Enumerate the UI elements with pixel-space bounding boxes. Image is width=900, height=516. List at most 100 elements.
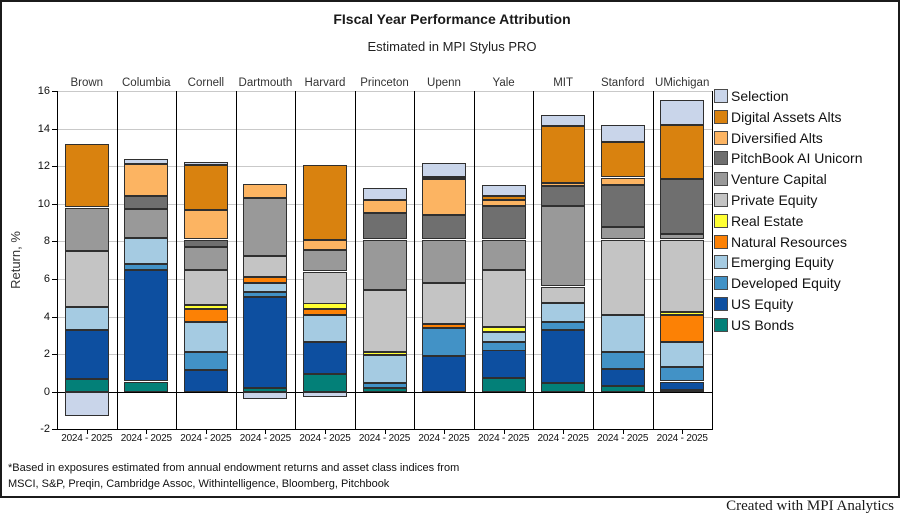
bar-segment-developed_equity-stanford: [600, 352, 645, 370]
legend-item-developed_equity: Developed Equity: [714, 273, 841, 293]
legend-swatch-natural_resources: [714, 234, 728, 249]
bar-segment-natural_resources-upenn: [422, 324, 466, 328]
bar-segment-developed_equity-cornell: [183, 352, 228, 371]
legend-label-selection: Selection: [731, 88, 789, 104]
x-tick-label-brown: 2024 - 2025: [61, 433, 113, 445]
x-tick-stanford: [622, 429, 624, 435]
x-tick-label-columbia: 2024 - 2025: [120, 433, 172, 445]
bar-segment-us_equity-harvard: [303, 342, 347, 374]
bar-segment-selection-columbia: [124, 158, 169, 165]
bar-segment-venture_capital-dartmouth: [243, 198, 288, 257]
bar-segment-venture_capital-umichigan: [660, 233, 705, 240]
legend-swatch-real_estate: [714, 213, 728, 228]
gridline-16: [57, 91, 712, 92]
column-label-stanford: Stanford: [600, 77, 645, 89]
x-tick-mit: [563, 429, 565, 435]
bar-segment-diversified_alts-dartmouth: [243, 184, 288, 199]
bar-segment-us_bonds-mit: [541, 383, 586, 392]
y-tick-label-6: 6: [43, 273, 50, 285]
panel-separator-8: [533, 91, 535, 430]
bar-segment-emerging_equity-dartmouth: [243, 282, 288, 293]
column-label-princeton: Princeton: [360, 77, 409, 89]
legend-swatch-us_bonds: [714, 317, 728, 332]
legend-swatch-developed_equity: [714, 276, 728, 291]
bar-segment-digital_assets_alts-harvard: [303, 165, 347, 240]
bar-segment-selection-upenn: [422, 163, 466, 177]
zero-line: [57, 391, 712, 393]
y-tick-label-16: 16: [37, 85, 50, 97]
x-tick-princeton: [384, 429, 386, 435]
bar-segment-pitchbook_ai_unicorn-yale: [481, 205, 526, 240]
bar-segment-us_equity-mit: [541, 329, 586, 384]
bar-segment-pitchbook_ai_unicorn-umichigan: [660, 179, 705, 234]
bar-segment-natural_resources-cornell: [183, 309, 228, 323]
y-tick-6: [52, 279, 57, 280]
bar-segment-us_bonds-princeton: [362, 388, 407, 392]
y-axis-line: [57, 91, 58, 430]
y-tick-label-14: 14: [37, 122, 50, 135]
column-label-mit: MIT: [553, 77, 573, 89]
bar-segment-developed_equity-dartmouth: [243, 292, 288, 297]
column-label-dartmouth: Dartmouth: [238, 77, 293, 89]
bar-segment-pitchbook_ai_unicorn-cornell: [183, 239, 228, 247]
bar-segment-us_equity-columbia: [124, 269, 169, 382]
column-label-cornell: Cornell: [187, 77, 225, 89]
bar-segment-developed_equity-umichigan: [660, 367, 705, 382]
bar-segment-us_bonds-stanford: [600, 386, 645, 392]
bar-segment-selection-brown: [64, 391, 109, 417]
bar-segment-emerging_equity-brown: [64, 307, 109, 330]
bar-segment-pitchbook_ai_unicorn-mit: [541, 185, 586, 206]
bar-segment-developed_equity-mit: [541, 322, 586, 330]
bar-segment-us_bonds-harvard: [303, 373, 347, 392]
bar-segment-us_equity-dartmouth: [243, 296, 288, 389]
footnote-line-1: *Based in exposures estimated from annua…: [8, 462, 460, 474]
legend-swatch-digital_assets_alts: [714, 109, 728, 124]
bar-segment-emerging_equity-umichigan: [660, 342, 705, 368]
bar-segment-selection-dartmouth: [243, 391, 288, 400]
bar-segment-pitchbook_ai_unicorn-stanford: [600, 185, 645, 228]
legend-item-private_equity: Private Equity: [714, 190, 817, 210]
bar-segment-digital_assets_alts-brown: [64, 143, 109, 208]
y-tick-0: [52, 391, 57, 393]
bar-segment-natural_resources-umichigan: [660, 314, 705, 342]
gridline-12: [57, 166, 712, 168]
x-tick-label-stanford: 2024 - 2025: [597, 433, 649, 445]
panel-separator-1: [116, 91, 118, 430]
column-label-brown: Brown: [70, 77, 104, 89]
x-tick-label-yale: 2024 - 2025: [478, 433, 530, 445]
x-tick-yale: [503, 429, 505, 435]
legend-item-emerging_equity: Emerging Equity: [714, 252, 834, 272]
panel-separator-2: [176, 91, 178, 430]
column-label-columbia: Columbia: [122, 77, 171, 89]
bar-segment-private_equity-dartmouth: [243, 256, 288, 278]
bar-segment-selection-umichigan: [660, 100, 705, 125]
x-tick-dartmouth: [265, 429, 267, 435]
bar-segment-us_equity-stanford: [600, 369, 645, 387]
y-tick-label-0: 0: [43, 385, 50, 398]
panel-separator-10: [652, 91, 654, 430]
legend-swatch-emerging_equity: [714, 255, 728, 270]
legend-item-selection: Selection: [714, 86, 789, 106]
y-tick-12: [52, 166, 57, 168]
bar-segment-private_equity-stanford: [600, 239, 645, 315]
legend-item-venture_capital: Venture Capital: [714, 169, 827, 189]
bar-segment-natural_resources-dartmouth: [243, 277, 288, 283]
y-tick-4: [52, 316, 57, 318]
legend-swatch-venture_capital: [714, 172, 728, 187]
bar-segment-diversified_alts-yale: [481, 200, 526, 206]
legend-swatch-pitchbook_ai_unicorn: [714, 151, 728, 166]
bar-segment-diversified_alts-stanford: [600, 177, 645, 185]
bar-segment-emerging_equity-harvard: [303, 314, 347, 342]
legend-label-real_estate: Real Estate: [731, 212, 804, 229]
bar-segment-pitchbook_ai_unicorn-columbia: [124, 196, 169, 210]
bar-segment-selection-yale: [481, 185, 526, 197]
x-tick-brown: [86, 429, 88, 435]
bar-segment-us_bonds-yale: [481, 377, 526, 392]
legend-item-diversified_alts: Diversified Alts: [714, 128, 823, 148]
bar-segment-digital_assets_alts-mit: [541, 125, 586, 184]
x-tick-label-cornell: 2024 - 2025: [180, 433, 232, 445]
bar-segment-real_estate-harvard: [303, 303, 347, 309]
bar-segment-emerging_equity-columbia: [124, 237, 169, 264]
bar-segment-venture_capital-mit: [541, 205, 586, 287]
bar-segment-private_equity-harvard: [303, 271, 347, 304]
